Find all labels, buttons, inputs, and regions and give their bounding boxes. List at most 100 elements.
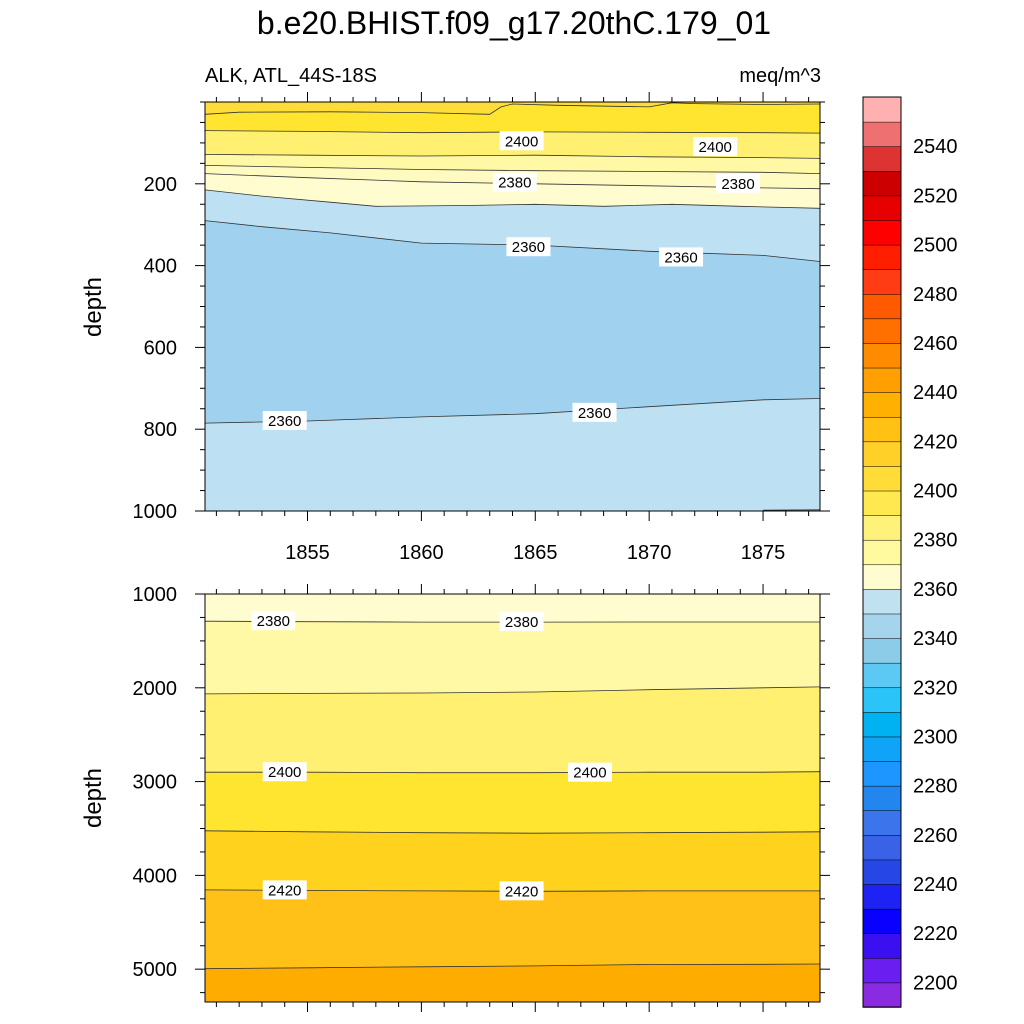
colorbar-swatch <box>862 342 902 369</box>
contour-label-bg <box>506 237 551 257</box>
colorbar-tick-label: 2520 <box>913 185 958 207</box>
colorbar-swatch <box>862 268 902 295</box>
contour-label: 2380 <box>505 614 538 631</box>
colorbar-swatch <box>862 416 902 443</box>
left-subtitle: ALK, ATL_44S-18S <box>205 65 377 87</box>
colorbar-swatch <box>862 883 902 910</box>
colorbar-swatch <box>862 834 902 861</box>
colorbar-swatch <box>862 982 902 1008</box>
contour-label-bg <box>499 612 544 632</box>
contour-line <box>205 102 820 115</box>
colorbar-swatch <box>862 145 902 172</box>
colorbar-swatch <box>862 318 902 344</box>
colorbar: 2200 2220 2240 2260 2280 2300 2320 2340 2360 2380… <box>862 96 958 1008</box>
colorbar-swatch <box>862 195 902 221</box>
colorbar-swatch <box>862 170 902 197</box>
contour-label-bg <box>492 172 537 192</box>
y-tick-label: 1000 <box>133 584 178 606</box>
y-tick-label: 600 <box>144 337 177 359</box>
colorbar-swatch <box>862 637 902 664</box>
y-tick-label: 5000 <box>133 959 178 981</box>
colorbar-swatch <box>862 391 902 418</box>
colorbar-tick-label: 2240 <box>913 874 958 896</box>
colorbar-tick-label: 2400 <box>913 481 958 503</box>
x-tick-label: 1855 <box>285 542 330 564</box>
contour-label-bg <box>251 611 296 631</box>
colorbar-tick-label: 2540 <box>913 136 958 158</box>
colorbar-swatch <box>862 785 902 811</box>
y-tick-label: 400 <box>144 256 177 278</box>
contour-label: 2400 <box>268 764 301 781</box>
colorbar-swatch <box>862 859 902 885</box>
colorbar-swatch <box>862 687 902 713</box>
colorbar-tick-label: 2480 <box>913 284 958 306</box>
lower-fills <box>205 594 820 1002</box>
colorbar-swatch <box>862 441 902 467</box>
lower-band <box>205 964 820 1002</box>
contour-line <box>205 830 820 834</box>
colorbar-swatch <box>862 219 902 246</box>
contour-label: 2380 <box>498 175 531 192</box>
contour-label-bg <box>262 762 307 782</box>
colorbar-swatch <box>862 490 902 516</box>
colorbar-swatch <box>862 244 902 270</box>
contour-line <box>205 165 820 174</box>
contour-line <box>205 398 820 424</box>
contour-label-bg <box>262 411 307 431</box>
contour-line <box>205 220 820 262</box>
x-tick-label: 1865 <box>513 542 558 564</box>
colorbar-swatch <box>862 711 902 738</box>
right-subtitle: meq/m^3 <box>739 65 821 87</box>
colorbar-tick-label: 2220 <box>913 923 958 945</box>
contour-label: 2360 <box>512 239 545 256</box>
contour-label: 2380 <box>257 613 290 630</box>
y-tick-label: 4000 <box>133 865 178 887</box>
y-tick-label: 1000 <box>133 501 178 523</box>
contour-label: 2420 <box>505 883 538 900</box>
colorbar-tick-label: 2360 <box>913 579 958 601</box>
colorbar-swatch <box>862 293 902 320</box>
contour-label-bg <box>659 247 704 267</box>
contour-label: 2400 <box>505 133 538 150</box>
upper-fills <box>205 102 820 511</box>
colorbar-swatch <box>862 367 902 393</box>
contour-label: 2400 <box>699 139 732 156</box>
colorbar-swatch <box>862 908 902 934</box>
chart-title: b.e20.BHIST.f09_g17.20thC.179_01 <box>257 5 771 41</box>
contour-label-bg <box>499 881 544 901</box>
contour-label-bg <box>262 880 307 900</box>
colorbar-swatch <box>862 932 902 959</box>
colorbar-swatch <box>862 613 902 639</box>
colorbar-tick-label: 2260 <box>913 825 958 847</box>
contour-label-bg <box>572 402 617 422</box>
y-axis-label-lower: depth <box>80 768 107 828</box>
colorbar-tick-label: 2500 <box>913 235 958 257</box>
contour-label: 2400 <box>573 765 606 782</box>
colorbar-tick-label: 2380 <box>913 530 958 552</box>
contour-line <box>205 963 820 970</box>
y-tick-label: 3000 <box>133 772 178 794</box>
colorbar-tick-label: 2200 <box>913 972 958 994</box>
colorbar-frame <box>862 96 902 1008</box>
lower-panel: 2380 2380 2400 2400 2420 2420 1000 2000 3000 4000… <box>133 584 830 1012</box>
contour-line <box>205 771 820 774</box>
colorbar-tick-label: 2300 <box>913 726 958 748</box>
x-tick-label: 1870 <box>627 542 672 564</box>
colorbar-swatch <box>862 588 902 615</box>
colorbar-tick-label: 2460 <box>913 333 958 355</box>
x-tick-label: 1860 <box>399 542 444 564</box>
contour-label: 2420 <box>268 882 301 899</box>
y-tick-label: 200 <box>144 174 177 196</box>
colorbar-swatch <box>862 662 902 689</box>
colorbar-swatch <box>862 564 902 590</box>
y-axis-label-upper: depth <box>80 277 107 337</box>
contour-label: 2360 <box>578 405 611 422</box>
contour-line <box>205 686 820 695</box>
x-tick-label: 1875 <box>741 542 786 564</box>
colorbar-tick-label: 2420 <box>913 431 958 453</box>
colorbar-swatch <box>862 514 902 541</box>
contour-label: 2360 <box>268 413 301 430</box>
contour-label: 2360 <box>664 249 697 266</box>
contour-label-bg <box>693 136 738 156</box>
